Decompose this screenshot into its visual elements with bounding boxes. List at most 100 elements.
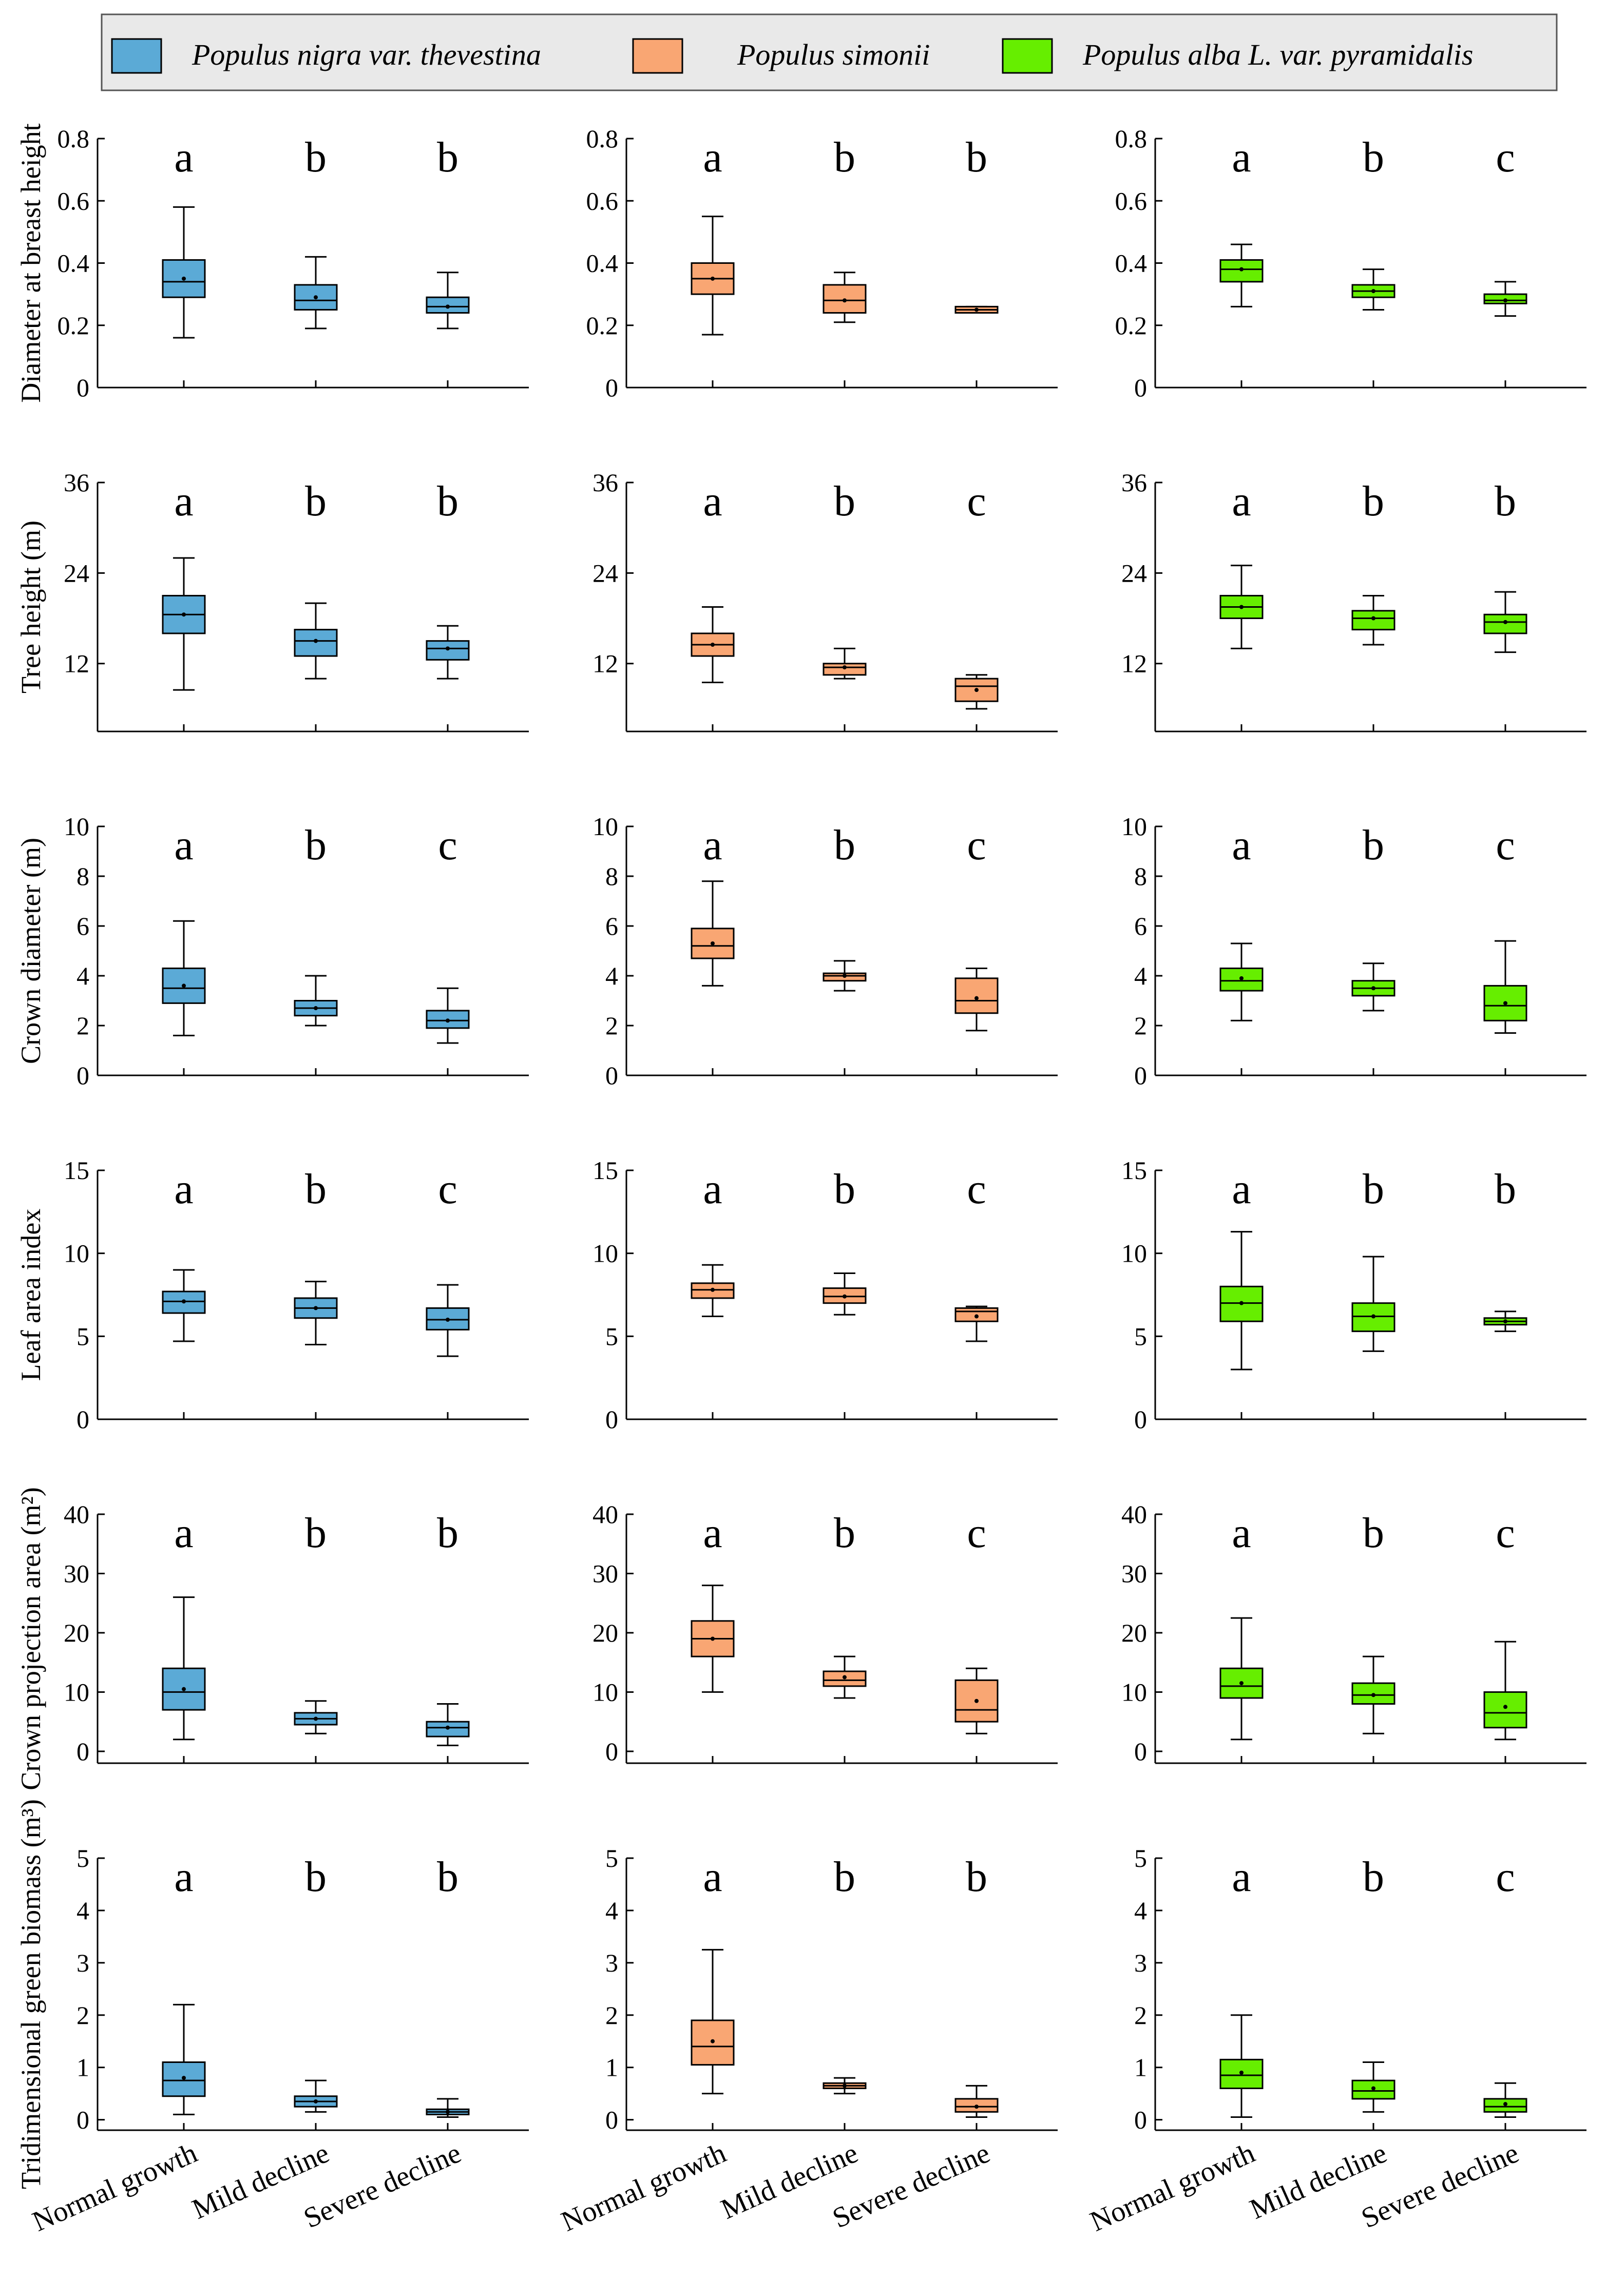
y-tick-label: 15 [64, 1156, 89, 1185]
y-axis-label: Crown diameter (m) [15, 838, 46, 1064]
significance-letter: b [1363, 1165, 1384, 1213]
y-tick-label: 2 [605, 1011, 618, 1040]
y-tick-label: 6 [1134, 912, 1147, 940]
mean-marker [314, 1306, 318, 1310]
mean-marker [1239, 605, 1244, 609]
y-tick-label: 12 [64, 649, 89, 678]
box-plot-1 [162, 557, 206, 691]
significance-letter: b [834, 1509, 855, 1557]
significance-letter: b [834, 821, 855, 869]
mean-marker [314, 1006, 318, 1011]
y-tick-label: 2 [1134, 1011, 1147, 1040]
mean-marker [711, 1636, 715, 1641]
y-tick-label: 0.8 [586, 124, 619, 153]
box-plot-3 [954, 1667, 999, 1734]
panel: 0 0.2 0.4 0.6 0.8 a b b [58, 124, 529, 402]
box-plot-1 [691, 1948, 735, 2095]
panel: 12 24 36 a b b [64, 468, 529, 732]
y-tick-label: 5 [77, 1322, 89, 1350]
y-tick-label: 0.4 [58, 249, 90, 278]
significance-letter: c [1496, 821, 1515, 869]
significance-letter: c [438, 821, 457, 869]
panel: 0 5 10 15 a b c [64, 1156, 529, 1434]
y-tick-label: 5 [1134, 1322, 1147, 1350]
legend-label: Populus nigra var. thevestina [192, 38, 541, 71]
significance-letter: b [305, 1509, 327, 1557]
mean-marker [974, 1699, 979, 1703]
box-plot-3 [1483, 2082, 1527, 2118]
box-plot-2 [1351, 1256, 1395, 1352]
mean-marker [1239, 1301, 1244, 1305]
box-plot-2 [823, 960, 867, 992]
iqr-box [426, 296, 470, 314]
box-plot-1 [1219, 243, 1264, 307]
panel: 0 2 4 6 8 10 a b c [1121, 812, 1586, 1090]
mean-marker [843, 2083, 847, 2088]
y-tick-label: 0.6 [1115, 186, 1148, 215]
significance-letter: c [967, 821, 986, 869]
box-plot-1 [162, 920, 206, 1036]
panel: 0 2 4 6 8 10 a b c [64, 812, 529, 1090]
panel: 0 10 20 30 40 a b c [592, 1500, 1058, 1766]
box-plot-3 [954, 2085, 999, 2118]
y-tick-label: 8 [1134, 862, 1147, 891]
box-plot-2 [823, 2077, 867, 2095]
mean-marker [1371, 1314, 1375, 1319]
panel: 0 2 4 6 8 10 a b c [592, 812, 1058, 1090]
mean-marker [843, 1675, 847, 1680]
y-tick-label: 0 [77, 1405, 89, 1434]
mean-marker [1503, 298, 1507, 303]
iqr-box [1351, 2079, 1395, 2100]
box-plot-2 [294, 1281, 338, 1345]
panel: 0 5 10 15 a b b [1121, 1156, 1586, 1434]
y-axis-label: Diameter at breast height [15, 123, 46, 402]
mean-marker [1503, 620, 1507, 624]
mean-marker [446, 1318, 450, 1322]
mean-marker [1239, 2070, 1244, 2075]
box-plot-1 [1219, 1231, 1264, 1371]
mean-marker [314, 295, 318, 300]
significance-letter: b [305, 1165, 327, 1213]
y-tick-label: 30 [1121, 1559, 1147, 1588]
significance-letter: a [703, 477, 722, 525]
box-plot-3 [426, 1703, 470, 1746]
box-plot-1 [1219, 2014, 1264, 2118]
significance-letter: c [967, 1165, 986, 1213]
legend-swatch [632, 38, 683, 74]
box-plot-3 [426, 2098, 470, 2118]
box-plot-1 [691, 880, 735, 987]
mean-marker [974, 1314, 979, 1319]
iqr-box [954, 977, 999, 1014]
iqr-box [823, 1670, 867, 1687]
significance-letter: a [174, 1165, 193, 1213]
panel: 0 5 10 15 a b c [592, 1156, 1058, 1434]
box-plot-2 [823, 272, 867, 323]
mean-marker [182, 276, 186, 281]
significance-letter: b [1363, 821, 1384, 869]
y-tick-label: 1 [1134, 2053, 1147, 2082]
significance-letter: b [437, 477, 458, 525]
y-tick-label: 0 [77, 2106, 89, 2134]
significance-letter: b [966, 133, 987, 181]
y-tick-label: 0.8 [58, 124, 90, 153]
y-tick-label: 24 [64, 558, 89, 587]
mean-marker [1371, 616, 1375, 621]
y-tick-label: 0.4 [1115, 249, 1148, 278]
y-tick-label: 10 [592, 812, 618, 841]
legend: Populus nigra var. thevestina Populus si… [101, 13, 1558, 91]
y-axis-label: Tridimensional green biomass (m³) [15, 1799, 46, 2189]
legend-label: Populus simonii [737, 38, 930, 71]
y-tick-label: 0.6 [586, 186, 619, 215]
significance-letter: b [1495, 477, 1516, 525]
y-tick-label: 0.2 [1115, 311, 1148, 340]
box-plot-2 [1351, 962, 1395, 1012]
significance-letter: a [703, 1509, 722, 1557]
y-tick-label: 40 [592, 1500, 618, 1529]
y-axis-label: Crown projection area (m²) [15, 1487, 46, 1790]
box-plot-1 [162, 1269, 206, 1342]
y-tick-label: 20 [592, 1618, 618, 1647]
significance-letter: a [174, 1509, 193, 1557]
y-tick-label: 8 [77, 862, 89, 891]
y-tick-label: 10 [1121, 812, 1147, 841]
